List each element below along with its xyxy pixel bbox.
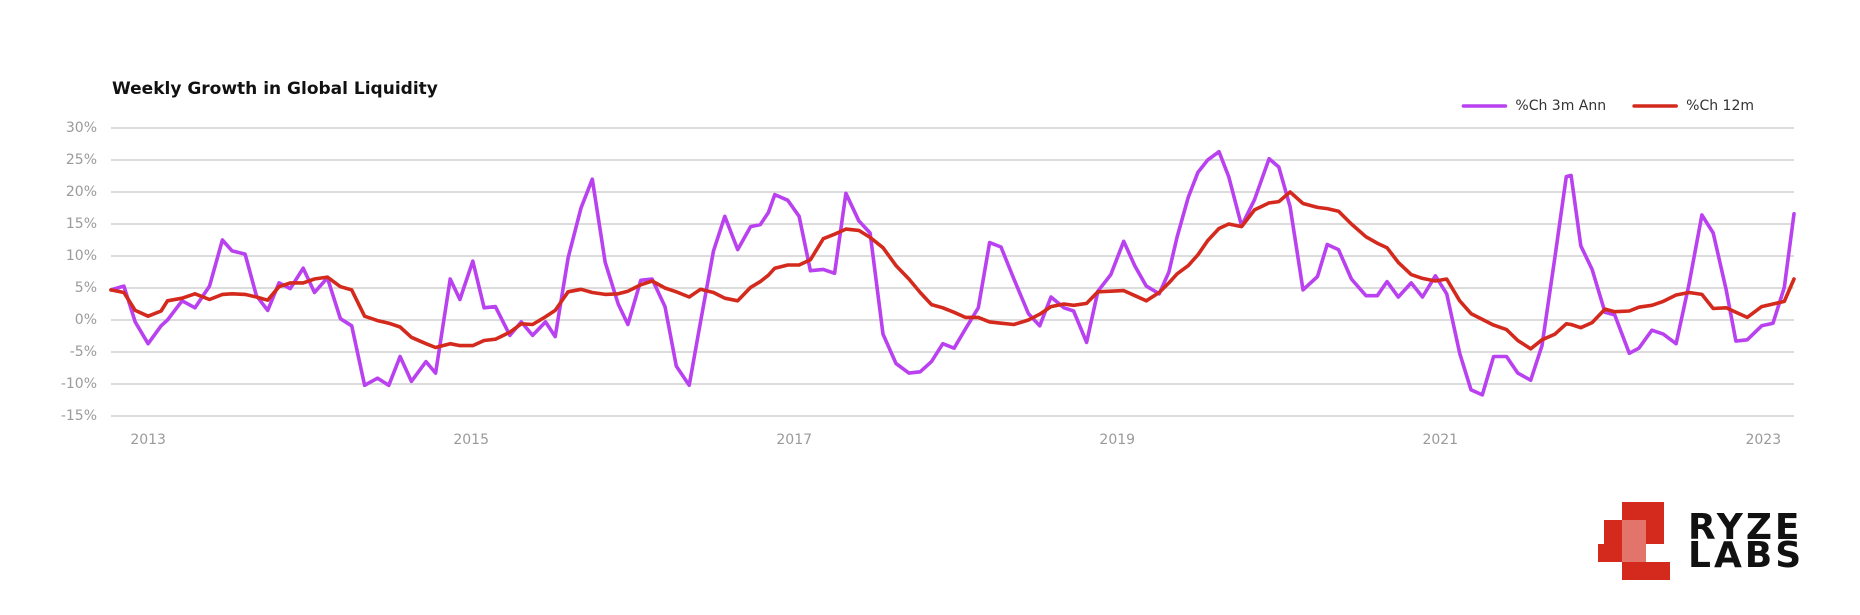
- y-tick-label: 0%: [75, 312, 97, 328]
- x-tick-label: 2021: [1422, 432, 1458, 448]
- y-tick-label: 25%: [66, 152, 97, 168]
- legend-label: %Ch 3m Ann: [1515, 98, 1606, 114]
- y-tick-label: -10%: [61, 376, 97, 392]
- logo: RYZE LABS: [1598, 502, 1804, 580]
- logo-highlight: [1622, 520, 1646, 562]
- y-tick-label: -15%: [61, 408, 97, 424]
- y-tick-label: 15%: [66, 216, 97, 232]
- logo-text: RYZE: [1688, 507, 1803, 548]
- x-tick-label: 2015: [453, 432, 489, 448]
- series-line: [109, 190, 1796, 351]
- y-tick-label: 20%: [66, 184, 97, 200]
- logo-text: LABS: [1688, 535, 1804, 576]
- logo-mark-part: [1598, 544, 1670, 580]
- x-tick-label: 2017: [776, 432, 812, 448]
- logo-mark: [1604, 502, 1664, 562]
- y-tick-label: 30%: [66, 120, 97, 136]
- x-tick-label: 2019: [1099, 432, 1135, 448]
- x-tick-label: 2013: [130, 432, 166, 448]
- y-tick-label: -5%: [70, 344, 97, 360]
- y-tick-label: 10%: [66, 248, 97, 264]
- series-line: [109, 149, 1796, 397]
- chart-title: Weekly Growth in Global Liquidity: [112, 79, 438, 99]
- x-tick-label: 2023: [1745, 432, 1781, 448]
- legend-label: %Ch 12m: [1686, 98, 1754, 114]
- y-tick-label: 5%: [75, 280, 97, 296]
